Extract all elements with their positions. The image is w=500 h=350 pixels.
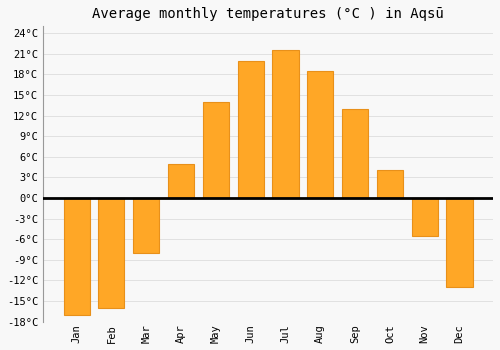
Bar [64, 198, 90, 315]
Bar [133, 198, 160, 253]
Bar [412, 198, 438, 236]
Title: Average monthly temperatures (°C ) in Aqsū: Average monthly temperatures (°C ) in Aq… [92, 7, 444, 21]
Bar [168, 163, 194, 198]
Bar [446, 198, 472, 287]
Bar [98, 198, 124, 308]
Bar [377, 170, 403, 198]
Bar [272, 50, 298, 198]
Bar [307, 71, 334, 198]
Bar [342, 108, 368, 198]
Bar [203, 102, 229, 198]
Bar [238, 61, 264, 198]
